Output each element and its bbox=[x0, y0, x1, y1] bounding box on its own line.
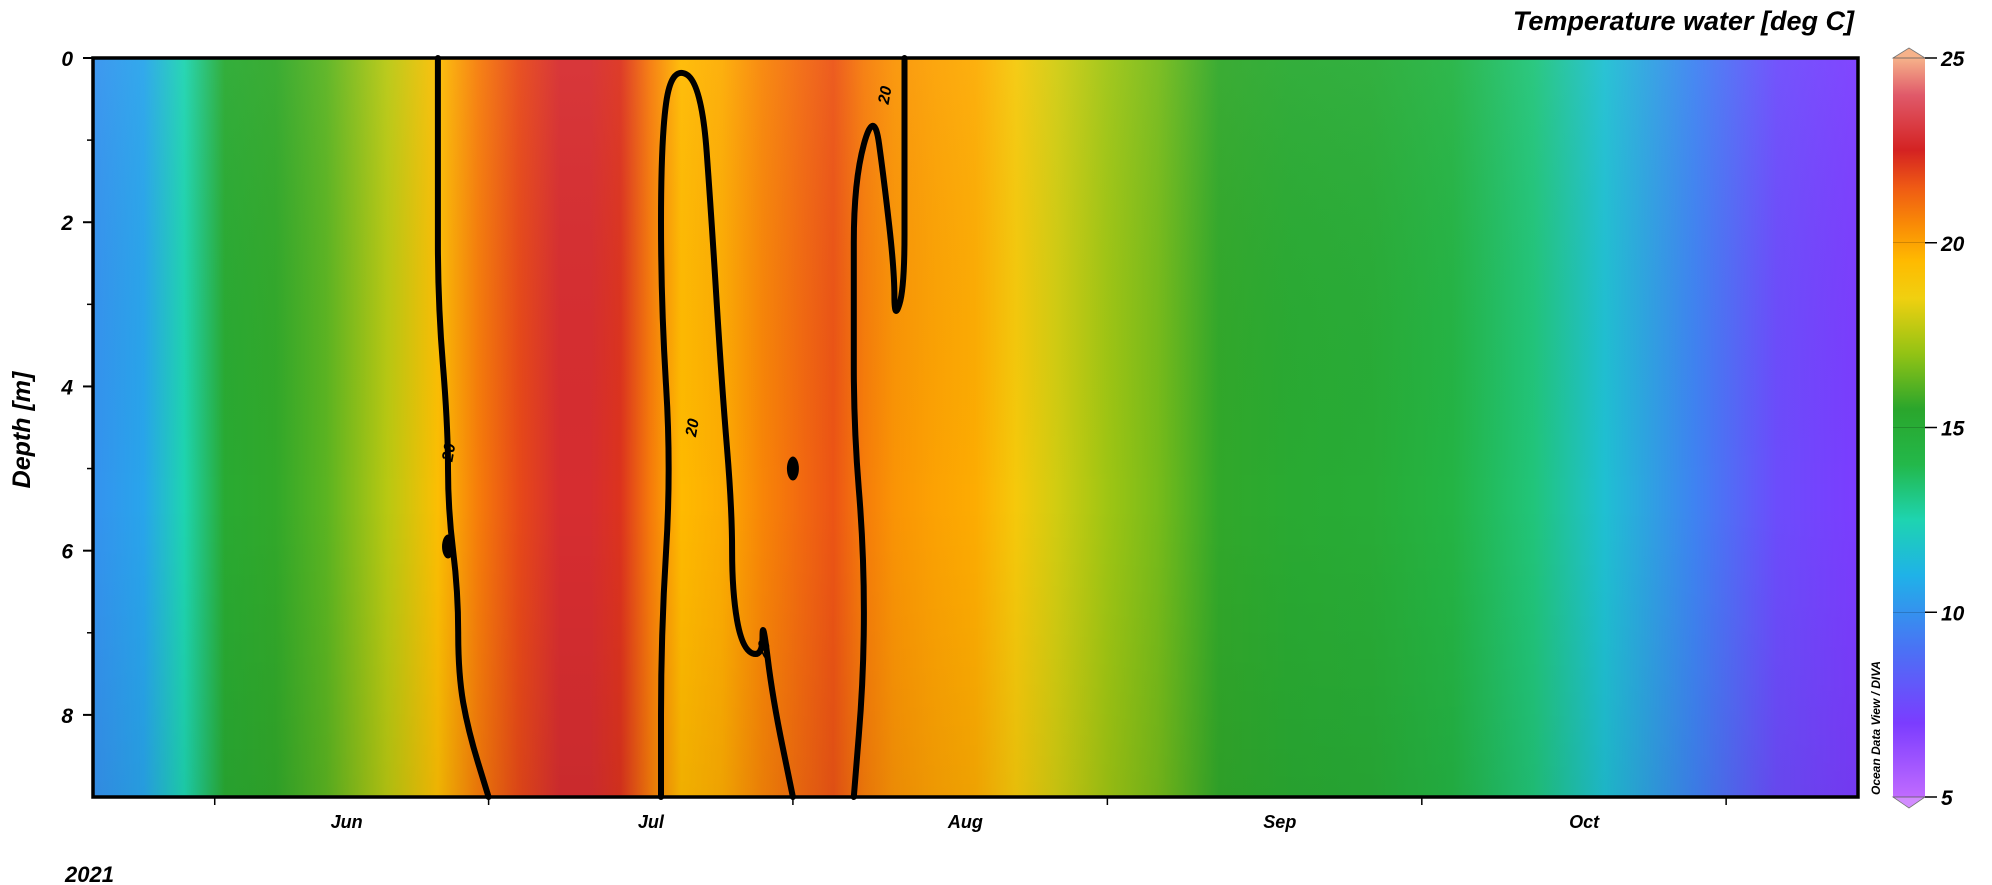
svg-text:20: 20 bbox=[439, 442, 459, 464]
x-tick-label: Aug bbox=[947, 812, 983, 832]
y-tick-label: 4 bbox=[60, 376, 73, 399]
y-axis-label: Depth [m] bbox=[8, 370, 36, 488]
contour-blob-1 bbox=[442, 534, 455, 559]
x-tick-label: Sep bbox=[1263, 812, 1296, 832]
contour-line-2 bbox=[657, 70, 796, 800]
colorbar-ticks: 5 10 15 20 25 bbox=[1893, 48, 1965, 810]
x-tick-label: Jul bbox=[638, 812, 665, 832]
contour-blob-2 bbox=[786, 456, 799, 481]
y-tick-label: 0 bbox=[61, 48, 73, 71]
contour-label-3: 20 bbox=[754, 639, 774, 661]
plot-frame bbox=[91, 56, 1860, 799]
chart-title: Temperature water [deg C] bbox=[1513, 6, 1855, 36]
x-tick-label: Oct bbox=[1569, 812, 1600, 832]
contour-layer: 20 20 20 20 bbox=[434, 55, 908, 800]
contour-line-1 bbox=[434, 55, 492, 800]
colorbar-tick-label: 5 bbox=[1941, 787, 1953, 810]
x-tick-label: Jun bbox=[331, 812, 363, 832]
colorbar-under-triangle bbox=[1891, 796, 1927, 809]
credit-text: Ocean Data View / DIVA bbox=[1869, 661, 1883, 795]
year-label: 2021 bbox=[64, 862, 114, 885]
colorbar-body bbox=[1893, 58, 1925, 797]
colorbar-over-triangle bbox=[1891, 47, 1927, 59]
contour-label-1: 20 bbox=[439, 442, 459, 464]
contour-label-2: 20 bbox=[683, 417, 703, 439]
colorbar-tick-label: 15 bbox=[1941, 418, 1965, 441]
y-axis: 0 2 4 6 8 bbox=[60, 48, 93, 728]
colorbar-tick-label: 25 bbox=[1940, 48, 1965, 71]
x-axis: Jun Jul Aug Sep Oct bbox=[213, 797, 1727, 832]
svg-text:20: 20 bbox=[876, 85, 896, 107]
y-tick-label: 6 bbox=[61, 541, 73, 564]
contour-label-4: 20 bbox=[876, 85, 896, 107]
field-shading bbox=[93, 58, 1858, 797]
colorbar-tick-label: 10 bbox=[1941, 602, 1965, 625]
colorbar: 5 10 15 20 25 bbox=[1891, 47, 1965, 810]
contour-line-3 bbox=[850, 55, 908, 800]
svg-text:20: 20 bbox=[683, 417, 703, 439]
svg-text:20: 20 bbox=[754, 639, 774, 661]
plot-area: 20 20 20 20 bbox=[91, 55, 1860, 800]
y-tick-label: 8 bbox=[61, 705, 73, 728]
colorbar-tick-label: 20 bbox=[1940, 233, 1965, 256]
y-tick-label: 2 bbox=[60, 212, 73, 235]
